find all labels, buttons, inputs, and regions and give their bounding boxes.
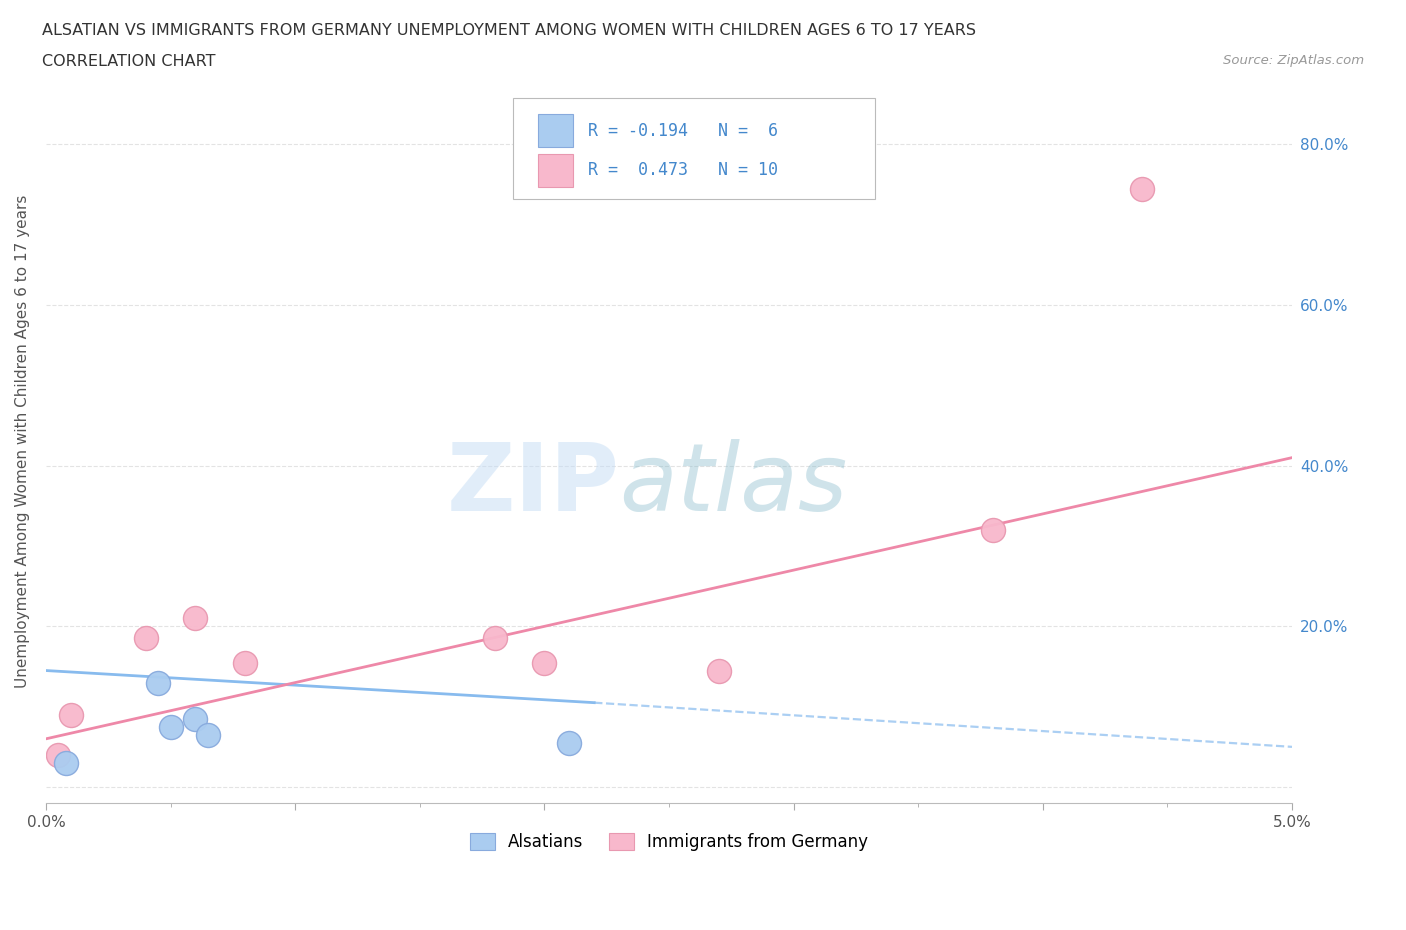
Text: ALSATIAN VS IMMIGRANTS FROM GERMANY UNEMPLOYMENT AMONG WOMEN WITH CHILDREN AGES : ALSATIAN VS IMMIGRANTS FROM GERMANY UNEM… xyxy=(42,23,976,38)
Point xyxy=(484,631,506,645)
FancyBboxPatch shape xyxy=(538,154,574,187)
FancyBboxPatch shape xyxy=(513,99,875,199)
Point xyxy=(558,736,581,751)
Point xyxy=(59,708,82,723)
Text: atlas: atlas xyxy=(619,440,848,530)
Point xyxy=(184,711,207,726)
Point xyxy=(533,655,555,670)
Text: Source: ZipAtlas.com: Source: ZipAtlas.com xyxy=(1223,54,1364,67)
Point xyxy=(707,663,730,678)
Text: R =  0.473   N = 10: R = 0.473 N = 10 xyxy=(588,162,778,179)
FancyBboxPatch shape xyxy=(538,114,574,147)
Text: CORRELATION CHART: CORRELATION CHART xyxy=(42,54,215,69)
Point xyxy=(135,631,157,645)
Legend: Alsatians, Immigrants from Germany: Alsatians, Immigrants from Germany xyxy=(461,825,876,860)
Point xyxy=(981,523,1004,538)
Point xyxy=(184,611,207,626)
Point xyxy=(233,655,256,670)
Point xyxy=(146,675,169,690)
Point xyxy=(55,755,77,770)
Point xyxy=(197,727,219,742)
Y-axis label: Unemployment Among Women with Children Ages 6 to 17 years: Unemployment Among Women with Children A… xyxy=(15,195,30,688)
Point xyxy=(159,719,181,734)
Point xyxy=(1132,181,1154,196)
Text: R = -0.194   N =  6: R = -0.194 N = 6 xyxy=(588,122,778,140)
Point xyxy=(48,748,70,763)
Text: ZIP: ZIP xyxy=(446,439,619,531)
